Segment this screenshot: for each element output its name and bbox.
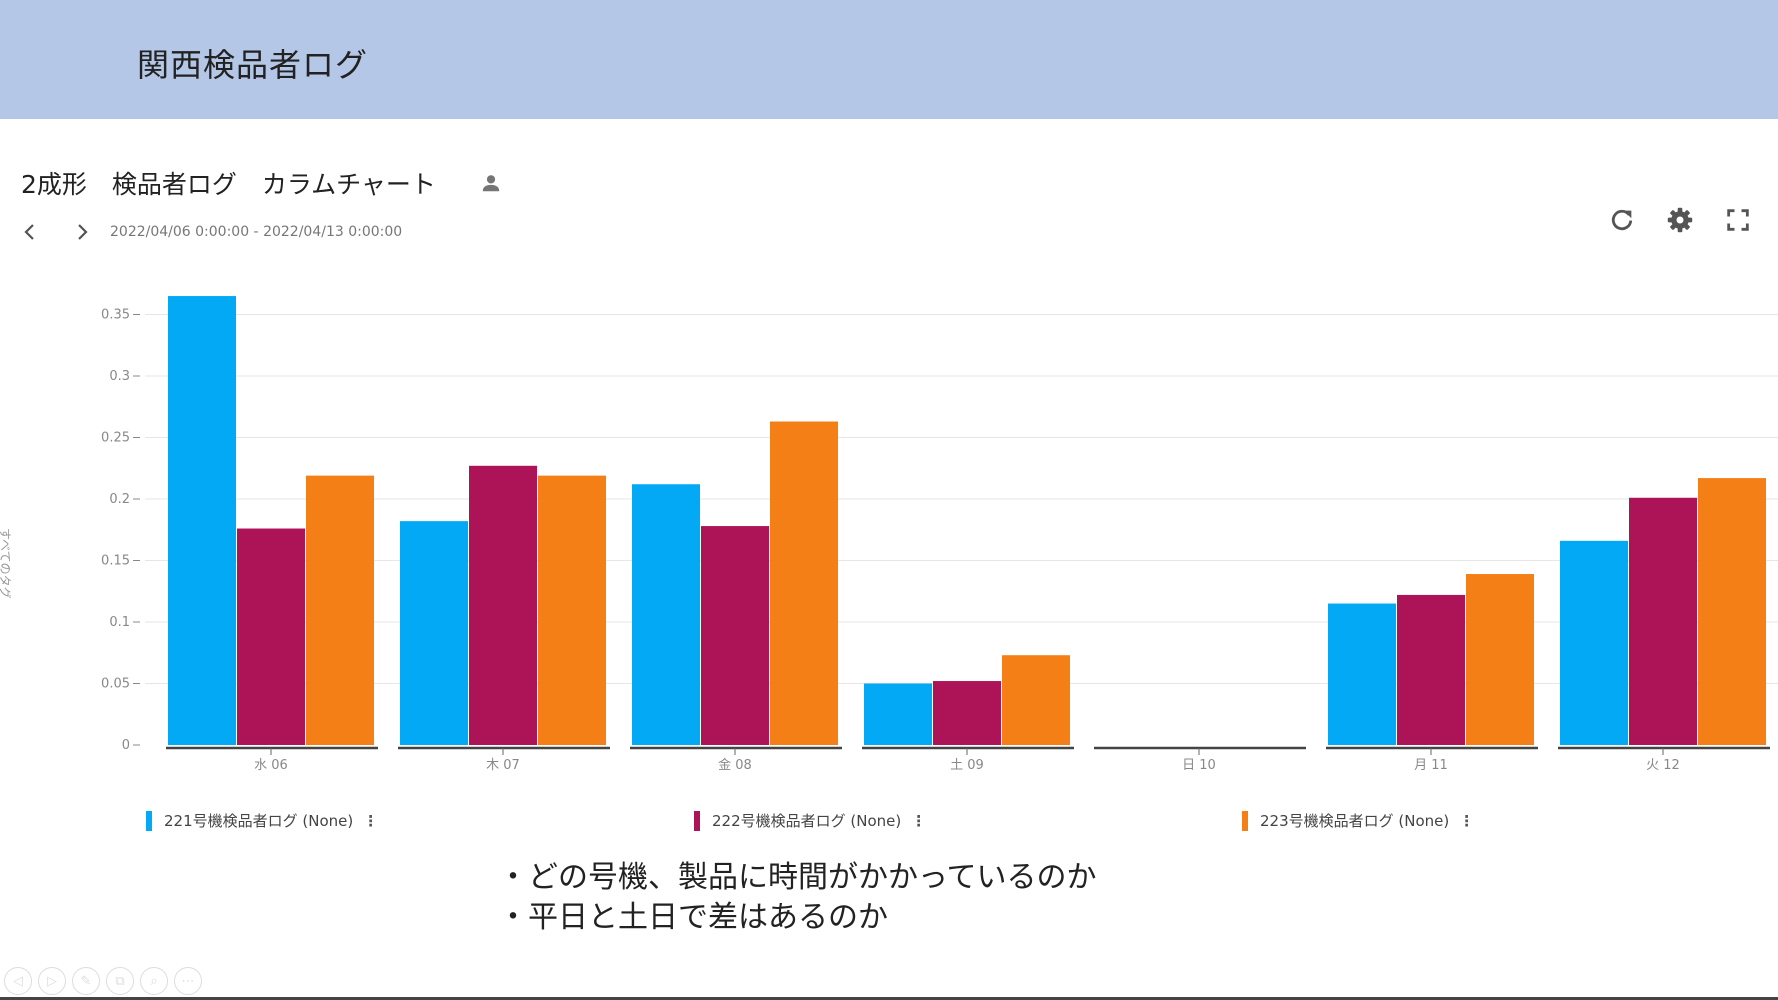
slide-controls: ◁ ▷ ✎ ⧉ ⌕ ⋯ — [4, 967, 202, 995]
y-tick-label: 0.2 — [109, 492, 130, 507]
slides-icon[interactable]: ⧉ — [106, 967, 134, 995]
bar — [469, 465, 537, 745]
bar — [632, 484, 700, 745]
refresh-icon[interactable] — [1608, 206, 1636, 234]
legend-label-223: 223号機検品者ログ (None) — [1260, 812, 1450, 830]
bar — [1328, 603, 1396, 745]
chevron-left-icon[interactable] — [18, 220, 42, 244]
legend-item-221[interactable]: 221号機検品者ログ (None) ⋮ — [146, 810, 378, 831]
more-vert-icon[interactable]: ⋮ — [1459, 811, 1475, 830]
y-tick-label: 0.15 — [101, 554, 130, 569]
x-tick-label: 土 09 — [950, 758, 984, 773]
x-tick-label: 水 06 — [254, 758, 288, 773]
bar — [1629, 497, 1697, 745]
bar — [237, 528, 305, 745]
slide-notes: ・どの号機、製品に時間がかかっているのか ・平日と土日で差はあるのか — [498, 858, 1097, 938]
x-tick-label: 金 08 — [718, 757, 752, 773]
bar — [306, 475, 374, 745]
note-line: ・平日と土日で差はあるのか — [498, 900, 888, 935]
more-vert-icon[interactable]: ⋮ — [911, 811, 927, 830]
x-tick-label: 月 11 — [1414, 758, 1448, 773]
bar — [168, 296, 236, 745]
bar — [1466, 574, 1534, 745]
person-icon[interactable] — [480, 172, 502, 194]
legend-label-221: 221号機検品者ログ (None) — [164, 812, 354, 830]
bar — [400, 521, 468, 745]
legend-item-223[interactable]: 223号機検品者ログ (None) ⋮ — [1242, 810, 1474, 831]
bar — [538, 475, 606, 745]
bar — [701, 526, 769, 745]
y-tick-label: 0.05 — [101, 677, 130, 692]
y-tick-label: 0.1 — [109, 615, 130, 630]
bar — [1002, 655, 1070, 745]
x-tick-label: 木 07 — [486, 758, 520, 773]
zoom-icon[interactable]: ⌕ — [140, 967, 168, 995]
y-tick-label: 0.25 — [101, 431, 130, 446]
chart-title: 2成形 検品者ログ カラムチャート — [21, 170, 436, 199]
bar — [1397, 594, 1465, 745]
legend-label-222: 222号機検品者ログ (None) — [712, 812, 902, 830]
legend-swatch-223 — [1242, 810, 1248, 831]
bar — [1560, 540, 1628, 745]
chevron-right-icon[interactable] — [70, 220, 94, 244]
x-tick-label: 日 10 — [1182, 758, 1216, 773]
title-banner: 関西検品者ログ — [0, 0, 1778, 119]
pen-icon[interactable]: ✎ — [72, 967, 100, 995]
bar — [770, 421, 838, 745]
next-slide-icon[interactable]: ▷ — [38, 967, 66, 995]
page-title: 関西検品者ログ — [137, 46, 369, 84]
bar — [1698, 478, 1766, 745]
more-options-icon[interactable]: ⋯ — [174, 967, 202, 995]
previous-slide-icon[interactable]: ◁ — [4, 967, 32, 995]
y-tick-label: 0 — [122, 738, 130, 753]
note-line: ・どの号機、製品に時間がかかっているのか — [498, 860, 1097, 895]
column-chart: 0 0.05 0.1 0.15 0.2 0.25 0.3 0.35 水 06 木 07 金 08 土 … — [101, 296, 1778, 773]
legend-swatch-221 — [146, 810, 152, 831]
x-tick-label: 火 12 — [1646, 758, 1680, 773]
bar — [933, 681, 1001, 745]
date-range: 2022/04/06 0:00:00 - 2022/04/13 0:00:00 — [110, 224, 403, 240]
fullscreen-icon[interactable] — [1724, 206, 1752, 234]
y-tick-label: 0.3 — [109, 369, 130, 384]
more-vert-icon[interactable]: ⋮ — [363, 811, 379, 830]
legend-item-222[interactable]: 222号機検品者ログ (None) ⋮ — [694, 810, 926, 831]
bar — [864, 683, 932, 745]
bottom-divider — [0, 997, 1778, 1000]
legend-swatch-222 — [694, 810, 700, 831]
gear-icon[interactable] — [1666, 206, 1694, 234]
y-tick-label: 0.35 — [101, 308, 130, 323]
